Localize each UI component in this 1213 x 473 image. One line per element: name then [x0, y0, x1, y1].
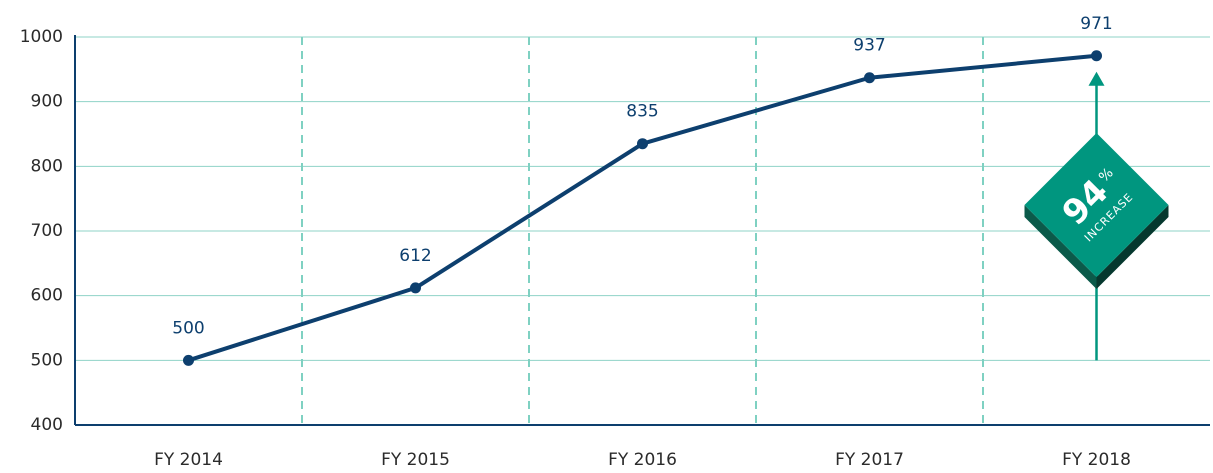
y-tick-label: 800 [31, 156, 63, 176]
point [864, 72, 875, 84]
x-tick-label: FY 2015 [381, 450, 450, 470]
y-tick-label: 500 [31, 350, 63, 370]
x-tick-label: FY 2016 [608, 450, 677, 470]
value-label: 612 [399, 246, 431, 266]
badge-side-right [1096, 205, 1169, 289]
y-tick-label: 700 [31, 221, 63, 241]
value-label: 500 [172, 318, 204, 338]
badge [1024, 133, 1169, 277]
point [410, 282, 421, 294]
value-label: 971 [1080, 14, 1112, 34]
y-tick-label: 400 [31, 415, 63, 435]
x-tick-label: FY 2017 [835, 450, 904, 470]
y-tick-label: 600 [31, 286, 63, 306]
point [183, 354, 194, 366]
y-tick-label: 1000 [20, 27, 63, 47]
arrow-head [1088, 71, 1105, 86]
badge-side-left [1024, 205, 1097, 289]
x-tick-label: FY 2018 [1062, 450, 1131, 470]
point [1091, 50, 1102, 62]
x-tick-label: FY 2014 [154, 450, 223, 470]
y-tick-label: 900 [31, 92, 63, 112]
point [637, 138, 648, 150]
value-label: 835 [626, 102, 658, 122]
value-label: 937 [853, 36, 885, 56]
